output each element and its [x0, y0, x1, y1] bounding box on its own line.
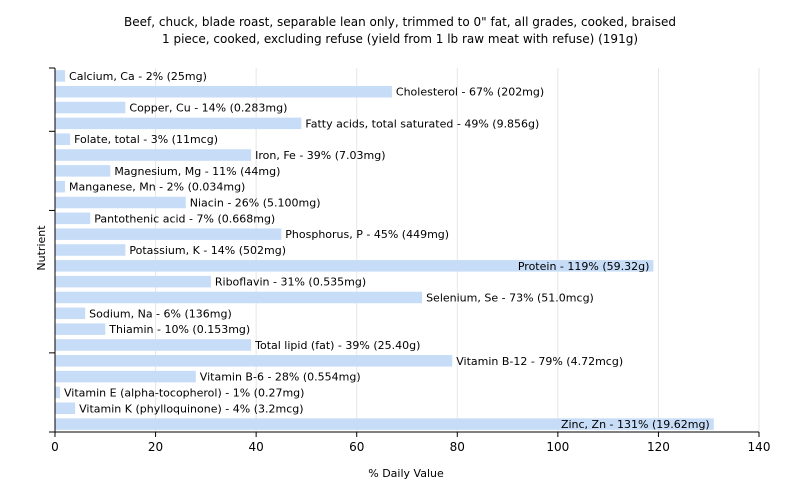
x-tick-label-7: 140	[748, 440, 771, 454]
x-tick-label-3: 60	[349, 440, 364, 454]
bar-3	[55, 117, 302, 130]
bar-9	[55, 212, 91, 225]
bar-label-13: Riboflavin - 31% (0.535mg)	[215, 276, 366, 289]
y-axis-title: Nutrient	[35, 225, 48, 271]
bar-label-14: Selenium, Se - 73% (51.0mcg)	[426, 291, 594, 304]
bar-8	[55, 196, 186, 209]
bar-label-11: Potassium, K - 14% (502mg)	[129, 244, 286, 257]
bar-label-17: Total lipid (fat) - 39% (25.40g)	[254, 339, 420, 352]
bar-1	[55, 85, 392, 98]
bar-label-15: Sodium, Na - 6% (136mg)	[89, 307, 232, 320]
bar-6	[55, 165, 111, 177]
bar-label-10: Phosphorus, P - 45% (449mg)	[285, 228, 449, 241]
x-tick-label-5: 100	[546, 440, 569, 454]
bar-5	[55, 149, 252, 161]
bar-7	[55, 180, 66, 193]
bar-label-20: Vitamin E (alpha-tocopherol) - 1% (0.27m…	[64, 386, 304, 399]
bar-14	[55, 291, 423, 304]
bar-label-2: Copper, Cu - 14% (0.283mg)	[129, 102, 287, 115]
bar-15	[55, 307, 86, 320]
bar-12	[55, 260, 654, 272]
bar-13	[55, 275, 211, 288]
bar-label-21: Vitamin K (phylloquinone) - 4% (3.2mcg)	[79, 402, 303, 415]
bar-18	[55, 355, 453, 367]
bar-label-8: Niacin - 26% (5.100mg)	[190, 197, 321, 210]
chart-subtitle: 1 piece, cooked, excluding refuse (yield…	[162, 32, 638, 46]
bars: Calcium, Ca - 2% (25mg) Cholesterol - 67%…	[55, 70, 714, 431]
bar-11	[55, 244, 126, 256]
bar-label-9: Pantothenic acid - 7% (0.668mg)	[94, 212, 275, 225]
bar-label-6: Magnesium, Mg - 11% (44mg)	[114, 165, 280, 178]
bar-label-16: Thiamin - 10% (0.153mg)	[108, 323, 250, 336]
bar-label-1: Cholesterol - 67% (202mg)	[396, 86, 544, 99]
x-tick-label-6: 120	[647, 440, 670, 454]
bar-4	[55, 133, 71, 145]
x-axis-title: % Daily Value	[368, 467, 444, 480]
bar-label-7: Manganese, Mn - 2% (0.034mg)	[69, 181, 245, 194]
bar-label-18: Vitamin B-12 - 79% (4.72mcg)	[456, 355, 623, 368]
x-tick-label-0: 0	[51, 440, 59, 454]
bar-label-3: Fatty acids, total saturated - 49% (9.85…	[305, 117, 539, 130]
x-tick-label-1: 20	[148, 440, 163, 454]
bar-17	[55, 339, 252, 351]
axes: 0 20 40 60 80 100 120 140	[49, 67, 771, 454]
bar-16	[55, 323, 106, 335]
bar-20	[55, 386, 61, 399]
bar-19	[55, 370, 196, 383]
bar-label-5: Iron, Fe - 39% (7.03mg)	[255, 149, 385, 162]
chart-title: Beef, chuck, blade roast, separable lean…	[124, 15, 676, 29]
x-tick-label-4: 80	[450, 440, 465, 454]
bar-0	[55, 70, 66, 82]
bar-label-22: Zinc, Zn - 131% (19.62mg)	[561, 418, 710, 431]
bar-label-19: Vitamin B-6 - 28% (0.554mg)	[200, 371, 361, 384]
bar-label-4: Folate, total - 3% (11mcg)	[74, 133, 218, 146]
x-tick-label-2: 40	[249, 440, 264, 454]
bar-10	[55, 228, 282, 240]
bar-label-0: Calcium, Ca - 2% (25mg)	[69, 70, 207, 83]
bar-21	[55, 402, 76, 415]
bar-2	[55, 101, 126, 114]
bar-label-12: Protein - 119% (59.32g)	[518, 260, 650, 273]
bar-22	[55, 418, 714, 430]
